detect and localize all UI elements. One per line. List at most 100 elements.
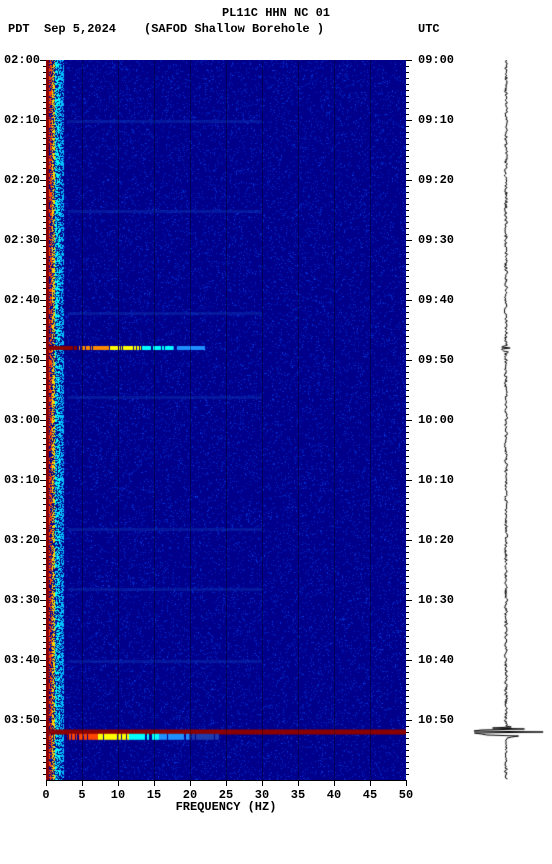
left-time-label: 02:40: [4, 293, 40, 307]
left-time-label: 03:00: [4, 413, 40, 427]
left-tick-mark: [43, 348, 46, 349]
grid-line: [82, 60, 83, 780]
spectrogram-plot: [46, 60, 406, 780]
left-tick-mark: [43, 204, 46, 205]
right-tick-mark: [406, 756, 409, 757]
left-tick-mark: [43, 378, 46, 379]
left-tick-mark: [43, 384, 46, 385]
right-tick-mark: [406, 630, 409, 631]
right-tick-mark: [406, 522, 409, 523]
left-tick-mark: [43, 546, 46, 547]
left-tick-mark: [43, 84, 46, 85]
right-tick-mark: [406, 276, 409, 277]
left-tick-mark: [43, 252, 46, 253]
left-tick-mark: [43, 72, 46, 73]
right-tick-mark: [406, 306, 409, 307]
right-tick-mark: [406, 372, 409, 373]
right-tick-mark: [406, 222, 409, 223]
left-tick-mark: [43, 330, 46, 331]
right-tick-mark: [406, 492, 409, 493]
left-tick-mark: [43, 174, 46, 175]
right-tick-mark: [406, 486, 409, 487]
left-tick-mark: [43, 402, 46, 403]
right-tick-mark: [406, 762, 409, 763]
left-tick-mark: [43, 66, 46, 67]
left-time-label: 02:50: [4, 353, 40, 367]
right-tick-mark: [406, 660, 412, 661]
right-tick-mark: [406, 528, 409, 529]
left-tick-mark: [43, 336, 46, 337]
right-tick-mark: [406, 600, 412, 601]
left-tick-mark: [43, 102, 46, 103]
left-tick-mark: [43, 642, 46, 643]
page: PL11C HHN NC 01 PDT Sep 5,2024 (SAFOD Sh…: [0, 0, 552, 864]
grid-line: [262, 60, 263, 780]
left-tick-mark: [40, 120, 46, 121]
left-tick-mark: [43, 144, 46, 145]
right-tick-mark: [406, 516, 409, 517]
left-tick-mark: [43, 762, 46, 763]
right-tick-mark: [406, 234, 409, 235]
right-tick-mark: [406, 246, 409, 247]
left-tick-mark: [43, 414, 46, 415]
left-tick-mark: [43, 270, 46, 271]
left-time-label: 02:30: [4, 233, 40, 247]
left-tick-mark: [43, 732, 46, 733]
left-tick-mark: [40, 360, 46, 361]
left-tick-mark: [43, 90, 46, 91]
left-tick-mark: [43, 276, 46, 277]
right-time-label: 10:50: [418, 713, 454, 727]
left-tick-mark: [43, 534, 46, 535]
right-tick-mark: [406, 642, 409, 643]
left-tick-mark: [43, 582, 46, 583]
right-tick-mark: [406, 504, 409, 505]
utc-label: UTC: [418, 22, 440, 36]
left-tick-mark: [43, 456, 46, 457]
right-time-label: 10:20: [418, 533, 454, 547]
left-tick-mark: [43, 138, 46, 139]
left-tick-mark: [43, 372, 46, 373]
right-tick-mark: [406, 354, 409, 355]
right-tick-mark: [406, 120, 412, 121]
right-tick-mark: [406, 426, 409, 427]
right-time-label: 10:10: [418, 473, 454, 487]
station-label: (SAFOD Shallow Borehole ): [144, 22, 324, 36]
right-tick-mark: [406, 348, 409, 349]
right-tick-mark: [406, 564, 409, 565]
left-tick-mark: [43, 630, 46, 631]
right-tick-mark: [406, 558, 409, 559]
left-tick-mark: [43, 318, 46, 319]
left-tick-mark: [43, 624, 46, 625]
left-tick-mark: [43, 684, 46, 685]
x-tick-mark: [154, 780, 155, 786]
right-tick-mark: [406, 90, 409, 91]
right-tick-mark: [406, 684, 409, 685]
right-tick-mark: [406, 204, 409, 205]
grid-line: [154, 60, 155, 780]
right-tick-mark: [406, 552, 409, 553]
left-tick-mark: [43, 426, 46, 427]
left-tick-mark: [43, 162, 46, 163]
grid-line: [118, 60, 119, 780]
right-tick-mark: [406, 732, 409, 733]
left-tick-mark: [43, 564, 46, 565]
right-tick-mark: [406, 588, 409, 589]
right-tick-mark: [406, 312, 409, 313]
x-tick-mark: [226, 780, 227, 786]
right-tick-mark: [406, 168, 409, 169]
right-tick-mark: [406, 498, 409, 499]
left-tick-mark: [43, 450, 46, 451]
right-tick-mark: [406, 186, 409, 187]
left-tick-mark: [43, 198, 46, 199]
right-tick-mark: [406, 666, 409, 667]
left-tick-mark: [43, 516, 46, 517]
right-tick-mark: [406, 636, 409, 637]
right-tick-mark: [406, 258, 409, 259]
right-tick-mark: [406, 450, 409, 451]
left-tick-mark: [43, 192, 46, 193]
right-tick-mark: [406, 420, 412, 421]
left-tick-mark: [43, 186, 46, 187]
left-time-label: 02:00: [4, 53, 40, 67]
left-tick-mark: [43, 288, 46, 289]
left-tick-mark: [43, 396, 46, 397]
